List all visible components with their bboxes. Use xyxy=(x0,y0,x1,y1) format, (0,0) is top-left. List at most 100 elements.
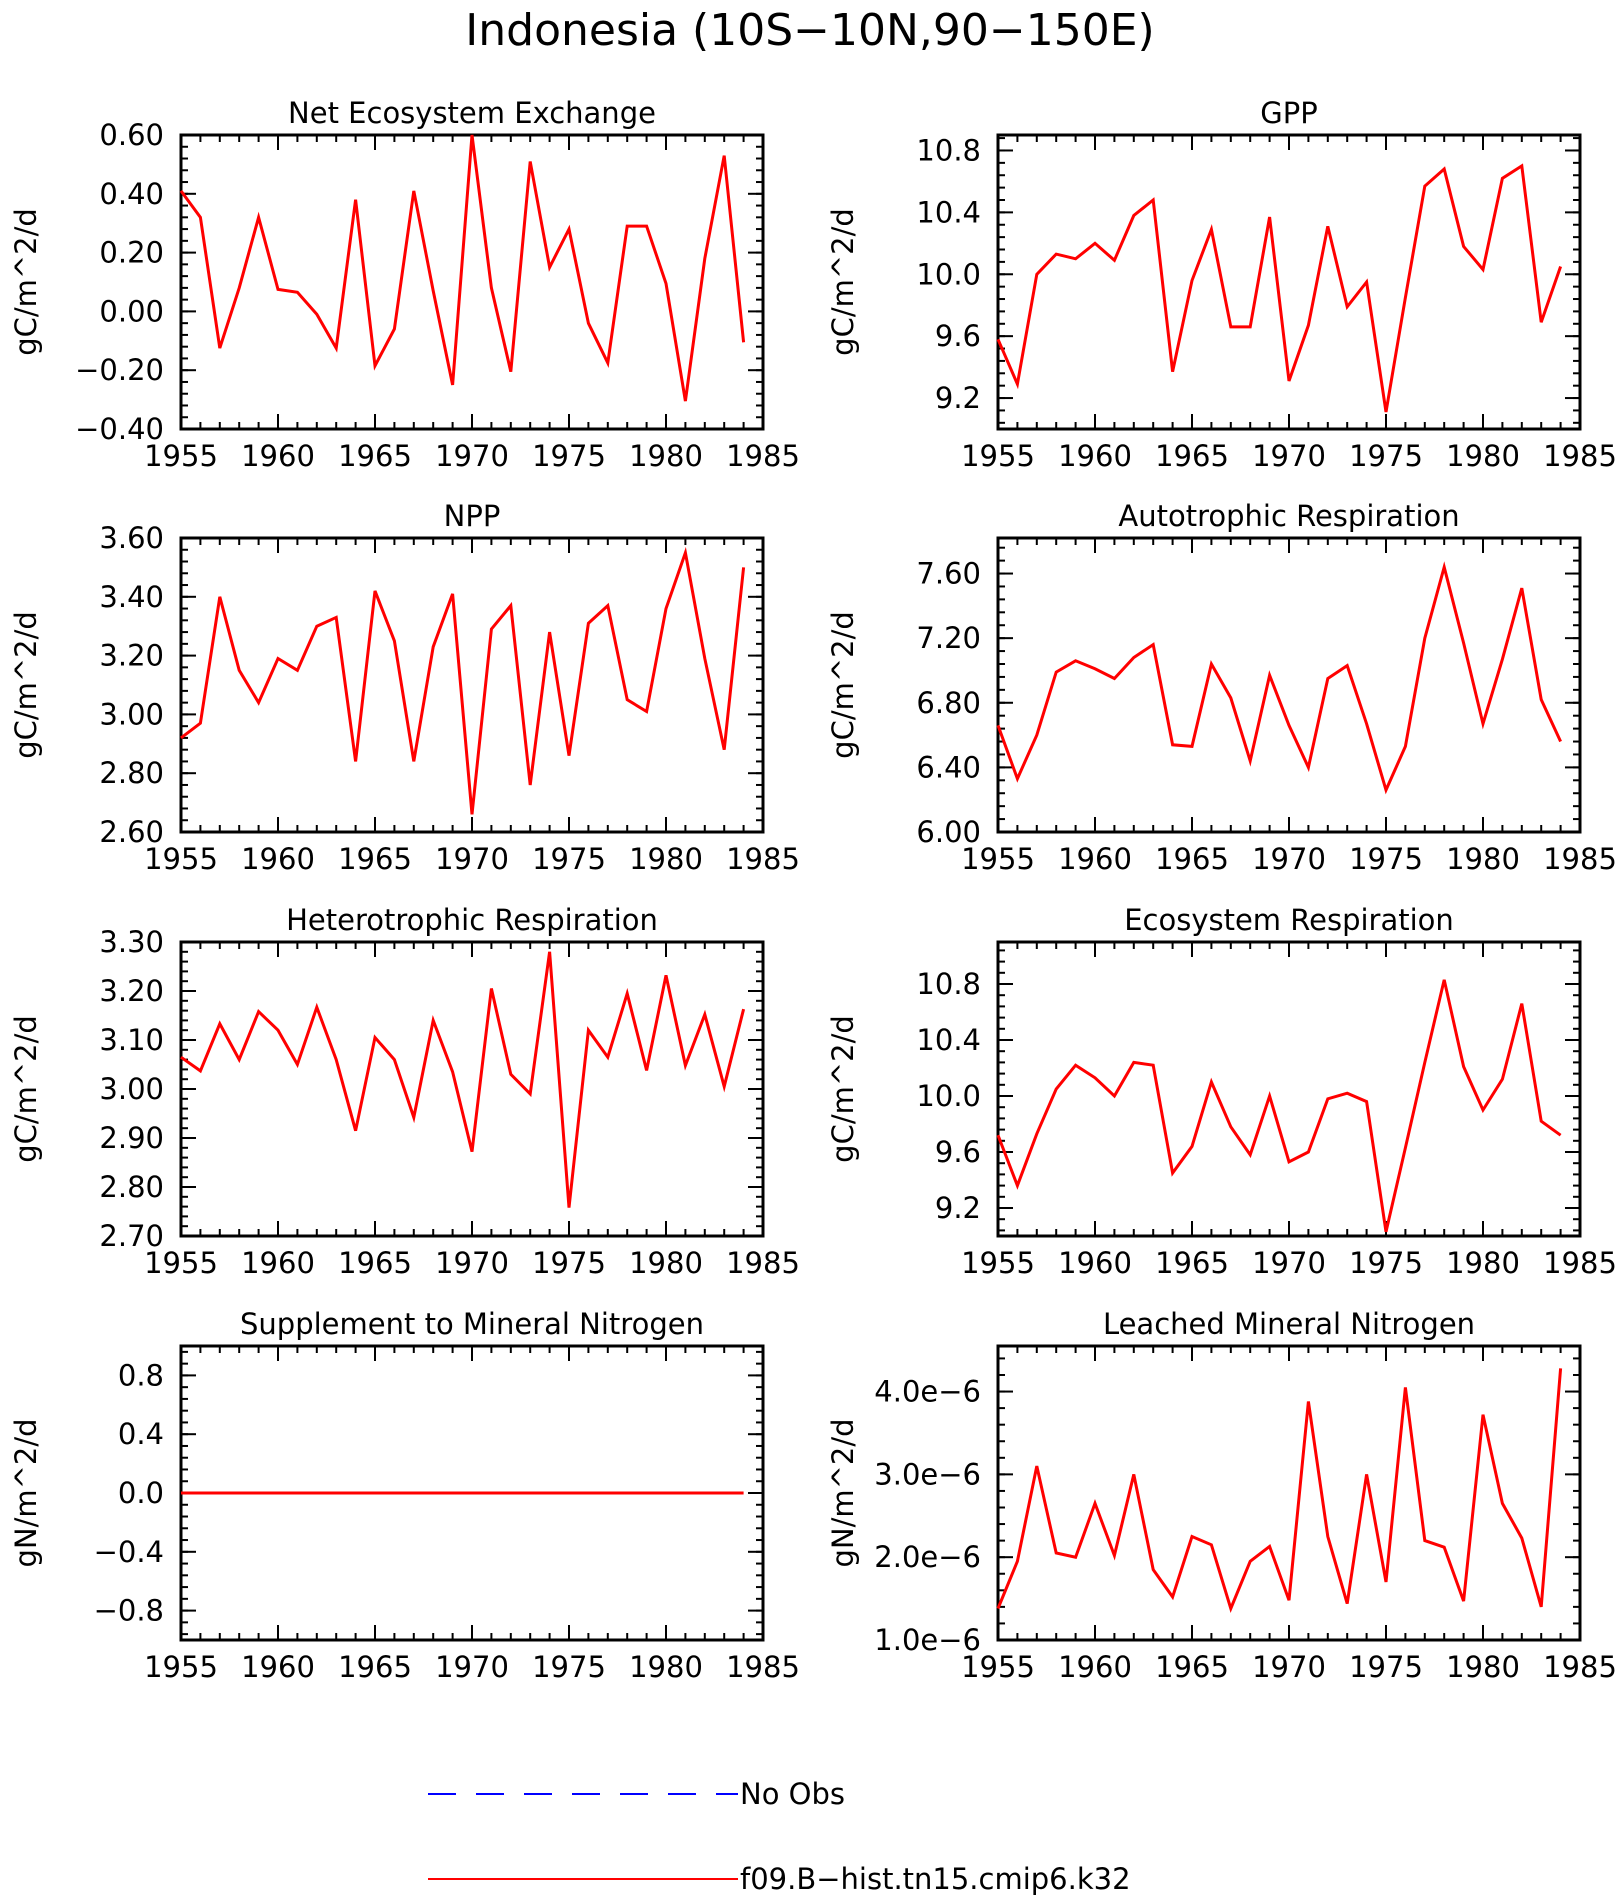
x-tick-label: 1960 xyxy=(1058,842,1132,876)
plot-frame-ecosystem-respiration xyxy=(996,940,1582,1238)
x-tick-label: 1975 xyxy=(1349,1650,1423,1684)
y-tick-label: 0.60 xyxy=(99,118,164,152)
x-tick-label: 1965 xyxy=(1155,1246,1229,1280)
series-line-npp xyxy=(180,546,746,815)
series-line-ecosystem-respiration xyxy=(996,979,1562,1233)
figure-title: Indonesia (10S−10N,90−150E) xyxy=(465,5,1154,56)
plot-frame-autotrophic-respiration xyxy=(996,536,1582,834)
panel-title-gpp: GPP xyxy=(1260,96,1317,130)
x-tick-label: 1980 xyxy=(1446,1246,1520,1280)
x-tick-label: 1975 xyxy=(1349,842,1423,876)
y-tick-label: 3.00 xyxy=(99,1072,164,1106)
y-tick-label: 10.0 xyxy=(916,257,981,291)
x-tick-label: 1965 xyxy=(1155,842,1229,876)
x-tick-label: 1955 xyxy=(144,439,218,473)
x-tick-label: 1955 xyxy=(961,1246,1035,1280)
y-tick-label: 6.80 xyxy=(916,686,981,720)
x-tick-label: 1960 xyxy=(241,1650,315,1684)
x-tick-label: 1970 xyxy=(1252,842,1326,876)
panels: Net Ecosystem Exchange gC/m^2/d 1955 1960 19… xyxy=(9,96,1617,1684)
y-tick-label: 9.6 xyxy=(935,1135,981,1169)
x-tick-label: 1955 xyxy=(961,842,1035,876)
panel-title-leached-mineral-nitrogen: Leached Mineral Nitrogen xyxy=(1103,1307,1475,1341)
x-tick-label: 1960 xyxy=(1058,1650,1132,1684)
y-tick-label: 3.0e−6 xyxy=(874,1457,981,1491)
x-tick-label: 1985 xyxy=(1543,439,1617,473)
y-tick-label: 4.0e−6 xyxy=(874,1375,981,1409)
y-tick-label: 0.0 xyxy=(118,1476,164,1510)
x-tick-label: 1985 xyxy=(726,842,800,876)
x-tick-label: 1985 xyxy=(726,1246,800,1280)
x-tick-label: 1970 xyxy=(435,439,509,473)
x-tick-label: 1970 xyxy=(1252,1650,1326,1684)
x-tick-label: 1965 xyxy=(338,439,412,473)
x-tick-label: 1985 xyxy=(1543,842,1617,876)
panel-supplement-to-mineral-nitrogen: Supplement to Mineral Nitrogen gN/m^2/d 19… xyxy=(9,1307,800,1684)
x-tick-label: 1955 xyxy=(144,1650,218,1684)
y-tick-label: 0.8 xyxy=(118,1358,164,1392)
x-tick-label: 1970 xyxy=(435,1246,509,1280)
panel-net-ecosystem-exchange: Net Ecosystem Exchange gC/m^2/d 1955 1960 19… xyxy=(9,96,800,473)
y-tick-label: 3.10 xyxy=(99,1023,164,1057)
y-tick-label: 10.8 xyxy=(916,967,981,1001)
y-tick-label: 6.00 xyxy=(916,815,981,849)
x-tick-label: 1955 xyxy=(961,1650,1035,1684)
panel-title-autotrophic-respiration: Autotrophic Respiration xyxy=(1118,499,1459,533)
panel-ecosystem-respiration: Ecosystem Respiration gC/m^2/d 1955 1960 196… xyxy=(826,903,1617,1280)
y-tick-label: 3.40 xyxy=(99,580,164,614)
x-tick-label: 1985 xyxy=(726,1650,800,1684)
y-tick-label: 2.70 xyxy=(99,1219,164,1253)
x-tick-label: 1965 xyxy=(338,1246,412,1280)
x-tick-label: 1980 xyxy=(629,1650,703,1684)
plot-frame-net-ecosystem-exchange xyxy=(179,133,765,431)
panel-npp: NPP gC/m^2/d 1955 1960 1965 1970 1975 1980 1985 2… xyxy=(9,499,800,876)
x-tick-label: 1980 xyxy=(629,1246,703,1280)
x-tick-label: 1980 xyxy=(1446,1650,1520,1684)
y-tick-label: 3.30 xyxy=(99,925,164,959)
panel-title-npp: NPP xyxy=(444,499,501,533)
y-axis-label-leached-mineral-nitrogen: gN/m^2/d xyxy=(826,1418,860,1567)
panel-title-ecosystem-respiration: Ecosystem Respiration xyxy=(1124,903,1454,937)
y-tick-label: 2.60 xyxy=(99,815,164,849)
legend-label-model: f09.B−hist.tn15.cmip6.k32 xyxy=(740,1862,1131,1896)
y-tick-label: 0.20 xyxy=(99,236,164,270)
x-tick-label: 1975 xyxy=(1349,439,1423,473)
series-line-autotrophic-respiration xyxy=(996,561,1562,795)
x-tick-label: 1965 xyxy=(1155,1650,1229,1684)
x-tick-label: 1975 xyxy=(532,439,606,473)
series-line-net-ecosystem-exchange xyxy=(179,134,746,402)
y-axis-label-ecosystem-respiration: gC/m^2/d xyxy=(826,1015,860,1163)
series-line-gpp xyxy=(996,163,1563,413)
series-line-leached-mineral-nitrogen xyxy=(996,1368,1563,1613)
panel-leached-mineral-nitrogen: Leached Mineral Nitrogen gN/m^2/d 1955 1960… xyxy=(826,1307,1617,1684)
panel-title-net-ecosystem-exchange: Net Ecosystem Exchange xyxy=(288,96,656,130)
y-tick-label: 2.80 xyxy=(99,1170,164,1204)
y-tick-label: 0.00 xyxy=(99,294,164,328)
y-axis-label-npp: gC/m^2/d xyxy=(9,611,43,759)
y-tick-label: 10.4 xyxy=(916,1023,981,1057)
y-tick-label: 7.20 xyxy=(916,621,981,655)
x-tick-label: 1970 xyxy=(435,842,509,876)
x-tick-label: 1965 xyxy=(1155,439,1229,473)
y-tick-label: 10.8 xyxy=(916,133,981,167)
x-tick-label: 1960 xyxy=(241,439,315,473)
y-tick-label: 10.0 xyxy=(916,1079,981,1113)
y-tick-label: 3.00 xyxy=(99,697,164,731)
legend-label-no-obs: No Obs xyxy=(740,1777,845,1811)
x-tick-label: 1960 xyxy=(241,1246,315,1280)
plot-frame-heterotrophic-respiration xyxy=(179,940,765,1238)
y-tick-label: 2.90 xyxy=(99,1121,164,1155)
x-tick-label: 1985 xyxy=(1543,1650,1617,1684)
x-tick-label: 1980 xyxy=(1446,842,1520,876)
y-tick-label: 9.6 xyxy=(935,319,981,353)
y-tick-label: −0.40 xyxy=(75,412,164,446)
x-tick-label: 1960 xyxy=(241,842,315,876)
y-tick-label: 9.2 xyxy=(935,381,981,415)
x-tick-label: 1965 xyxy=(338,1650,412,1684)
y-tick-label: −0.4 xyxy=(94,1535,164,1569)
y-tick-label: 3.20 xyxy=(99,639,164,673)
x-tick-label: 1975 xyxy=(532,1650,606,1684)
x-tick-label: 1960 xyxy=(1058,1246,1132,1280)
y-axis-label-autotrophic-respiration: gC/m^2/d xyxy=(826,611,860,759)
